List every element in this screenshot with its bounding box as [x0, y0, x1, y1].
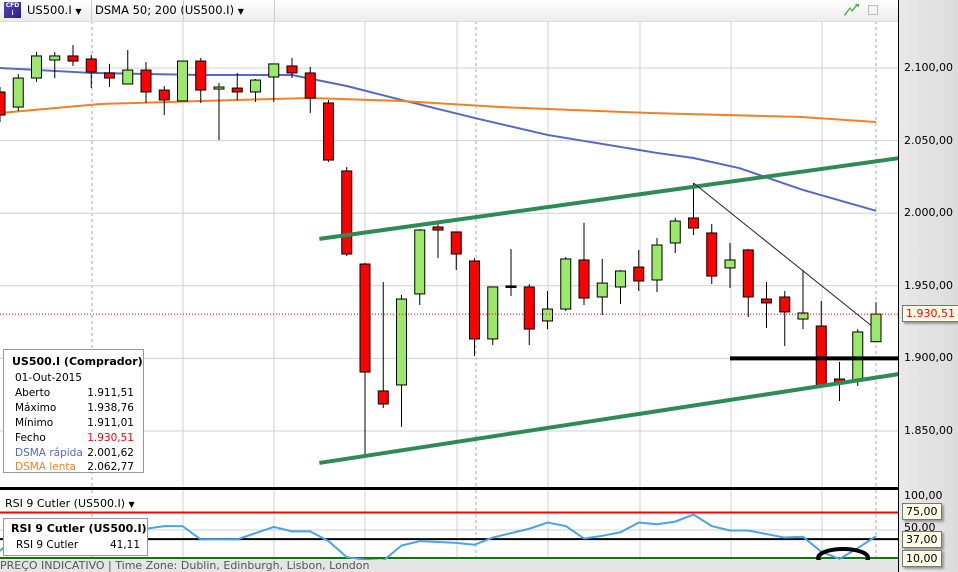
panel-divider[interactable]: [0, 487, 958, 490]
axis-label: 1.900,00: [904, 351, 953, 364]
candle-body: [523, 286, 535, 330]
maximize-icon[interactable]: [868, 5, 878, 15]
candle-body: [633, 266, 645, 282]
axis-label: 1.950,00: [904, 279, 953, 292]
price-chart[interactable]: [0, 0, 898, 572]
cfd-icon: CFD i: [4, 2, 21, 18]
candle-body: [12, 77, 24, 108]
candle-body: [177, 60, 188, 102]
fast-ma-line: [0, 67, 877, 212]
candle-body: [67, 55, 79, 62]
candle-body: [231, 87, 243, 93]
indicator-selector[interactable]: DSMA 50; 200 (US500.I) ▼: [95, 3, 244, 17]
chart-toolbar: CFD i US500.I ▼ DSMA 50; 200 (US500.I) ▼: [0, 0, 898, 22]
rsi-level-tag-10: 10,00: [902, 550, 942, 567]
indicator-label: DSMA 50; 200 (US500.I): [95, 3, 235, 17]
divider: [183, 0, 184, 21]
axis-label: 1.850,00: [904, 424, 953, 437]
info-row-high: Máximo 1.938,76: [15, 402, 134, 414]
candle-body: [140, 69, 152, 93]
axis-label: 2.050,00: [904, 134, 953, 147]
candle-body: [396, 298, 407, 386]
candle-body: [797, 312, 809, 320]
candle-body: [852, 331, 864, 381]
candle-body: [359, 263, 371, 373]
candle-body: [432, 226, 444, 231]
candle-body: [505, 285, 517, 288]
candle-body: [688, 217, 699, 229]
chevron-down-icon: ▼: [128, 500, 135, 509]
candle-body: [815, 325, 827, 386]
candle-body: [49, 55, 61, 61]
rsi-legend-value: 41,11: [109, 539, 140, 551]
candle-body: [870, 313, 882, 343]
candle-body: [250, 79, 261, 93]
trendline-line: [693, 182, 871, 326]
info-title: US500.I (Comprador): [12, 355, 143, 368]
price-axis[interactable]: 2.100,00 2.050,00 2.000,00 1.950,00 1.90…: [898, 0, 958, 572]
slow-ma-line: [0, 97, 877, 124]
candle-body: [615, 270, 626, 288]
candle-body: [195, 60, 207, 91]
candle-body: [414, 229, 426, 295]
chevron-down-icon: ▼: [237, 7, 244, 16]
rsi-legend-box: RSI 9 Cutler (US500.I) RSI 9 Cutler 41,1…: [3, 518, 148, 556]
candle-body: [377, 390, 389, 405]
info-date: 01-Out-2015: [15, 372, 82, 384]
candle-body: [104, 72, 115, 79]
rsi-legend-title: RSI 9 Cutler (US500.I): [11, 522, 147, 535]
candle-body: [158, 89, 170, 101]
candle-body: [669, 220, 681, 244]
candle-body: [213, 86, 225, 90]
candle-body: [341, 170, 353, 255]
candle-body: [304, 72, 316, 99]
candle-body: [742, 249, 754, 298]
instrument-selector[interactable]: US500.I ▼: [27, 3, 82, 17]
candle-body: [578, 259, 590, 299]
info-row-open: Aberto 1.911,51: [15, 387, 134, 399]
candle-body: [651, 244, 663, 281]
candle-body: [31, 55, 42, 79]
status-footer: PREÇO INDICATIVO | Time Zone: Dublin, Ed…: [0, 560, 898, 572]
rsi-title: RSI 9 Cutler (US500.I): [5, 497, 126, 510]
ohlc-info-box: US500.I (Comprador) 01-Out-2015 Aberto 1.…: [3, 349, 144, 473]
trend-arrow-icon[interactable]: [844, 3, 860, 17]
channel-lower-line: [319, 372, 898, 465]
info-row-slow-ma: DSMA lenta 2.062,77: [15, 461, 134, 473]
candle-body: [560, 258, 572, 310]
footer-text: PREÇO INDICATIVO | Time Zone: Dublin, Ed…: [0, 560, 370, 572]
axis-label: 2.000,00: [904, 206, 953, 219]
candle-body: [596, 282, 608, 298]
instrument-label: US500.I: [27, 3, 72, 17]
axis-label: 2.100,00: [904, 61, 953, 74]
chevron-down-icon: ▼: [75, 7, 82, 16]
candle-body: [0, 91, 6, 116]
rsi-level-tag-37: 37,00: [902, 531, 942, 548]
candle-body: [323, 102, 334, 161]
rsi-selector[interactable]: RSI 9 Cutler (US500.I) ▼: [5, 497, 139, 510]
candle-body: [450, 231, 462, 255]
rsi-level-tag-75: 75,00: [902, 503, 942, 520]
candle-body: [724, 259, 736, 269]
last-price-tag: 1.930,51: [902, 305, 958, 322]
divider: [91, 0, 92, 21]
info-row-close: Fecho 1.930,51: [15, 432, 134, 444]
candle-body: [122, 69, 134, 85]
channel-upper-line: [319, 156, 898, 241]
rsi-axis-label: 100,00: [904, 489, 943, 502]
candle-body: [286, 65, 298, 74]
info-row-low: Mínimo 1.911,01: [15, 417, 134, 429]
candle-body: [85, 58, 97, 73]
candle-body: [487, 286, 499, 340]
rsi-legend-label: RSI 9 Cutler: [16, 539, 79, 551]
candle-body: [779, 296, 791, 313]
rsi-axis-label: 50,00: [904, 521, 936, 534]
info-row-fast-ma: DSMA rápida 2.001,62: [15, 447, 134, 459]
candle-body: [542, 308, 553, 322]
divider: [274, 0, 275, 21]
candle-body: [268, 63, 280, 78]
candle-body: [706, 232, 718, 277]
candle-body: [761, 298, 772, 304]
candle-body: [469, 260, 480, 340]
